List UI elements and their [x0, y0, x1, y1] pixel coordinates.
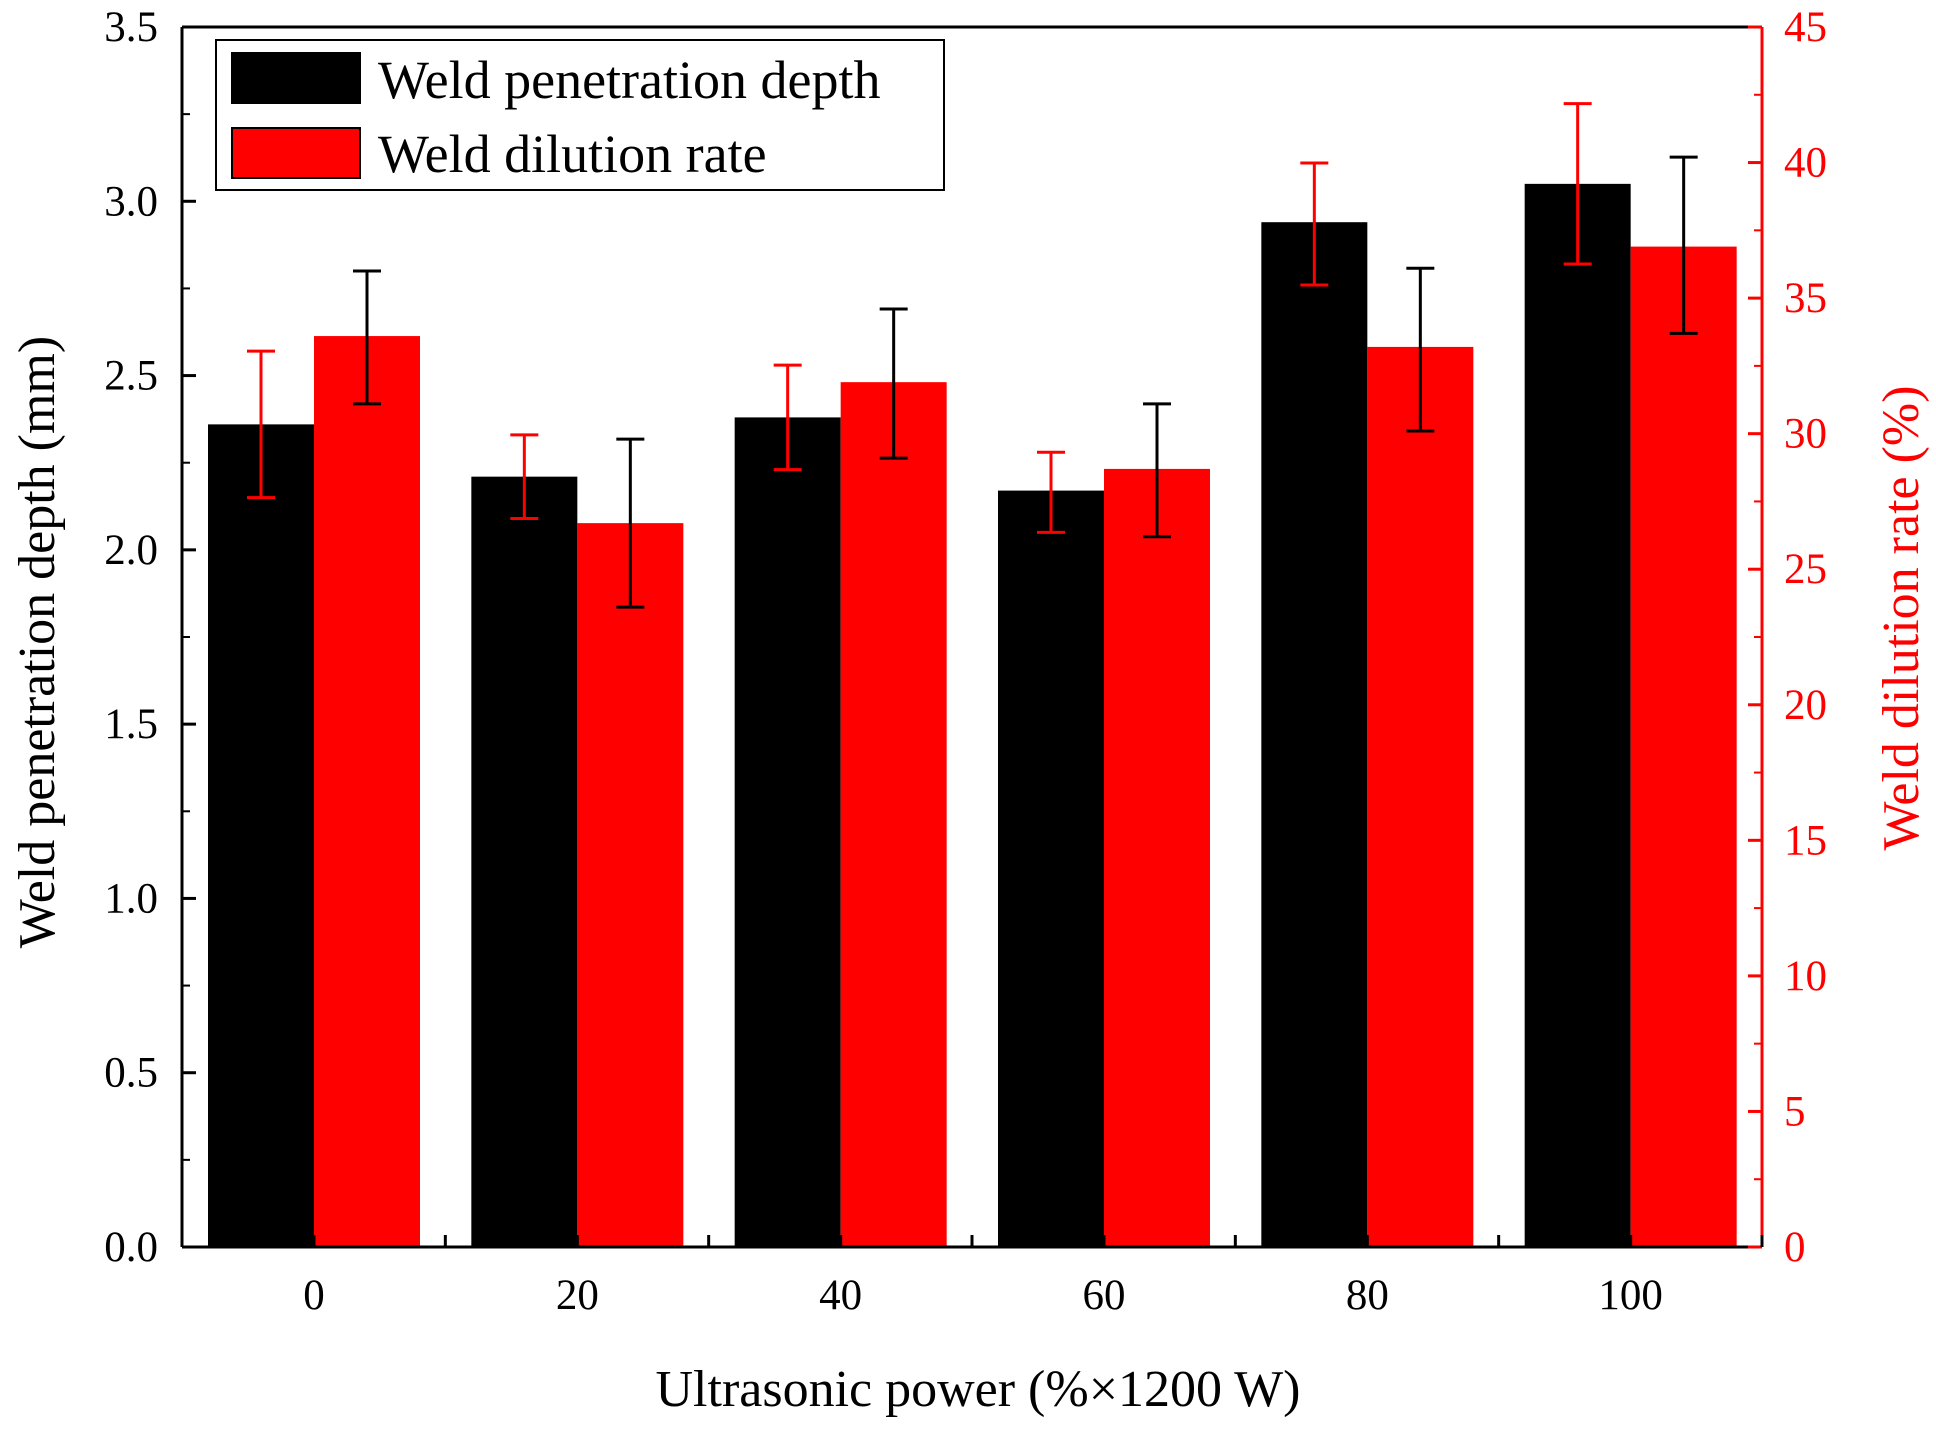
x-tick-label: 100: [1598, 1272, 1663, 1319]
left-tick-label: 0.5: [104, 1050, 158, 1097]
left-y-axis-title: Weld penetration depth (mm): [9, 336, 66, 948]
bar-penetration-100: [1524, 183, 1631, 1247]
bar-dilution-80: [1367, 346, 1474, 1247]
bars-layer: [208, 183, 1737, 1248]
right-tick-label: 15: [1784, 817, 1827, 864]
x-tick-label: 80: [1346, 1272, 1389, 1319]
x-tick-label: 20: [556, 1272, 599, 1319]
right-tick-label: 30: [1784, 411, 1827, 458]
right-tick-label: 20: [1784, 682, 1827, 729]
left-tick-label: 3.5: [104, 4, 158, 51]
legend: Weld penetration depth Weld dilution rat…: [215, 39, 945, 191]
left-tick-label: 1.5: [104, 701, 158, 748]
right-tick-label: 0: [1784, 1224, 1806, 1271]
x-tick-label: 40: [819, 1272, 862, 1319]
legend-swatch-penetration: [231, 52, 361, 104]
bar-penetration-60: [998, 490, 1104, 1248]
legend-swatch-dilution: [231, 127, 361, 179]
right-tick-label: 5: [1784, 1088, 1806, 1135]
bar-penetration-0: [208, 424, 314, 1247]
right-tick-label: 40: [1784, 140, 1827, 187]
bar-penetration-40: [734, 417, 841, 1247]
left-tick-label: 1.0: [104, 875, 158, 922]
error-bars-layer: [247, 102, 1698, 609]
bar-dilution-20: [577, 523, 684, 1247]
bar-dilution-60: [1104, 468, 1210, 1247]
right-tick-label: 10: [1784, 953, 1827, 1000]
x-axis-title: Ultrasonic power (%×1200 W): [656, 1361, 1301, 1418]
right-tick-label: 25: [1784, 546, 1827, 593]
legend-label-dilution: Weld dilution rate: [378, 124, 767, 184]
bar-dilution-0: [314, 336, 420, 1248]
left-tick-label: 3.0: [104, 178, 158, 225]
right-tick-label: 35: [1784, 275, 1827, 322]
bar-dilution-100: [1630, 246, 1737, 1248]
left-tick-label: 0.0: [104, 1224, 158, 1271]
x-tick-label: 60: [1083, 1272, 1126, 1319]
left-tick-label: 2.5: [104, 353, 158, 400]
x-tick-label: 0: [303, 1272, 325, 1319]
right-y-axis-title: Weld dilution rate (%): [1873, 385, 1930, 850]
bar-penetration-80: [1261, 222, 1368, 1248]
ticks-layer: 0.0 0.5 1.0 1.5 2.0 2.5 3.0 3.5 0 5 10 15 20 25 30 35 40…: [104, 4, 1827, 1319]
legend-label-penetration: Weld penetration depth: [378, 50, 880, 110]
bar-penetration-20: [471, 476, 578, 1248]
right-tick-label: 45: [1784, 4, 1827, 51]
bar-dilution-40: [840, 382, 947, 1248]
left-tick-label: 2.0: [104, 527, 158, 574]
